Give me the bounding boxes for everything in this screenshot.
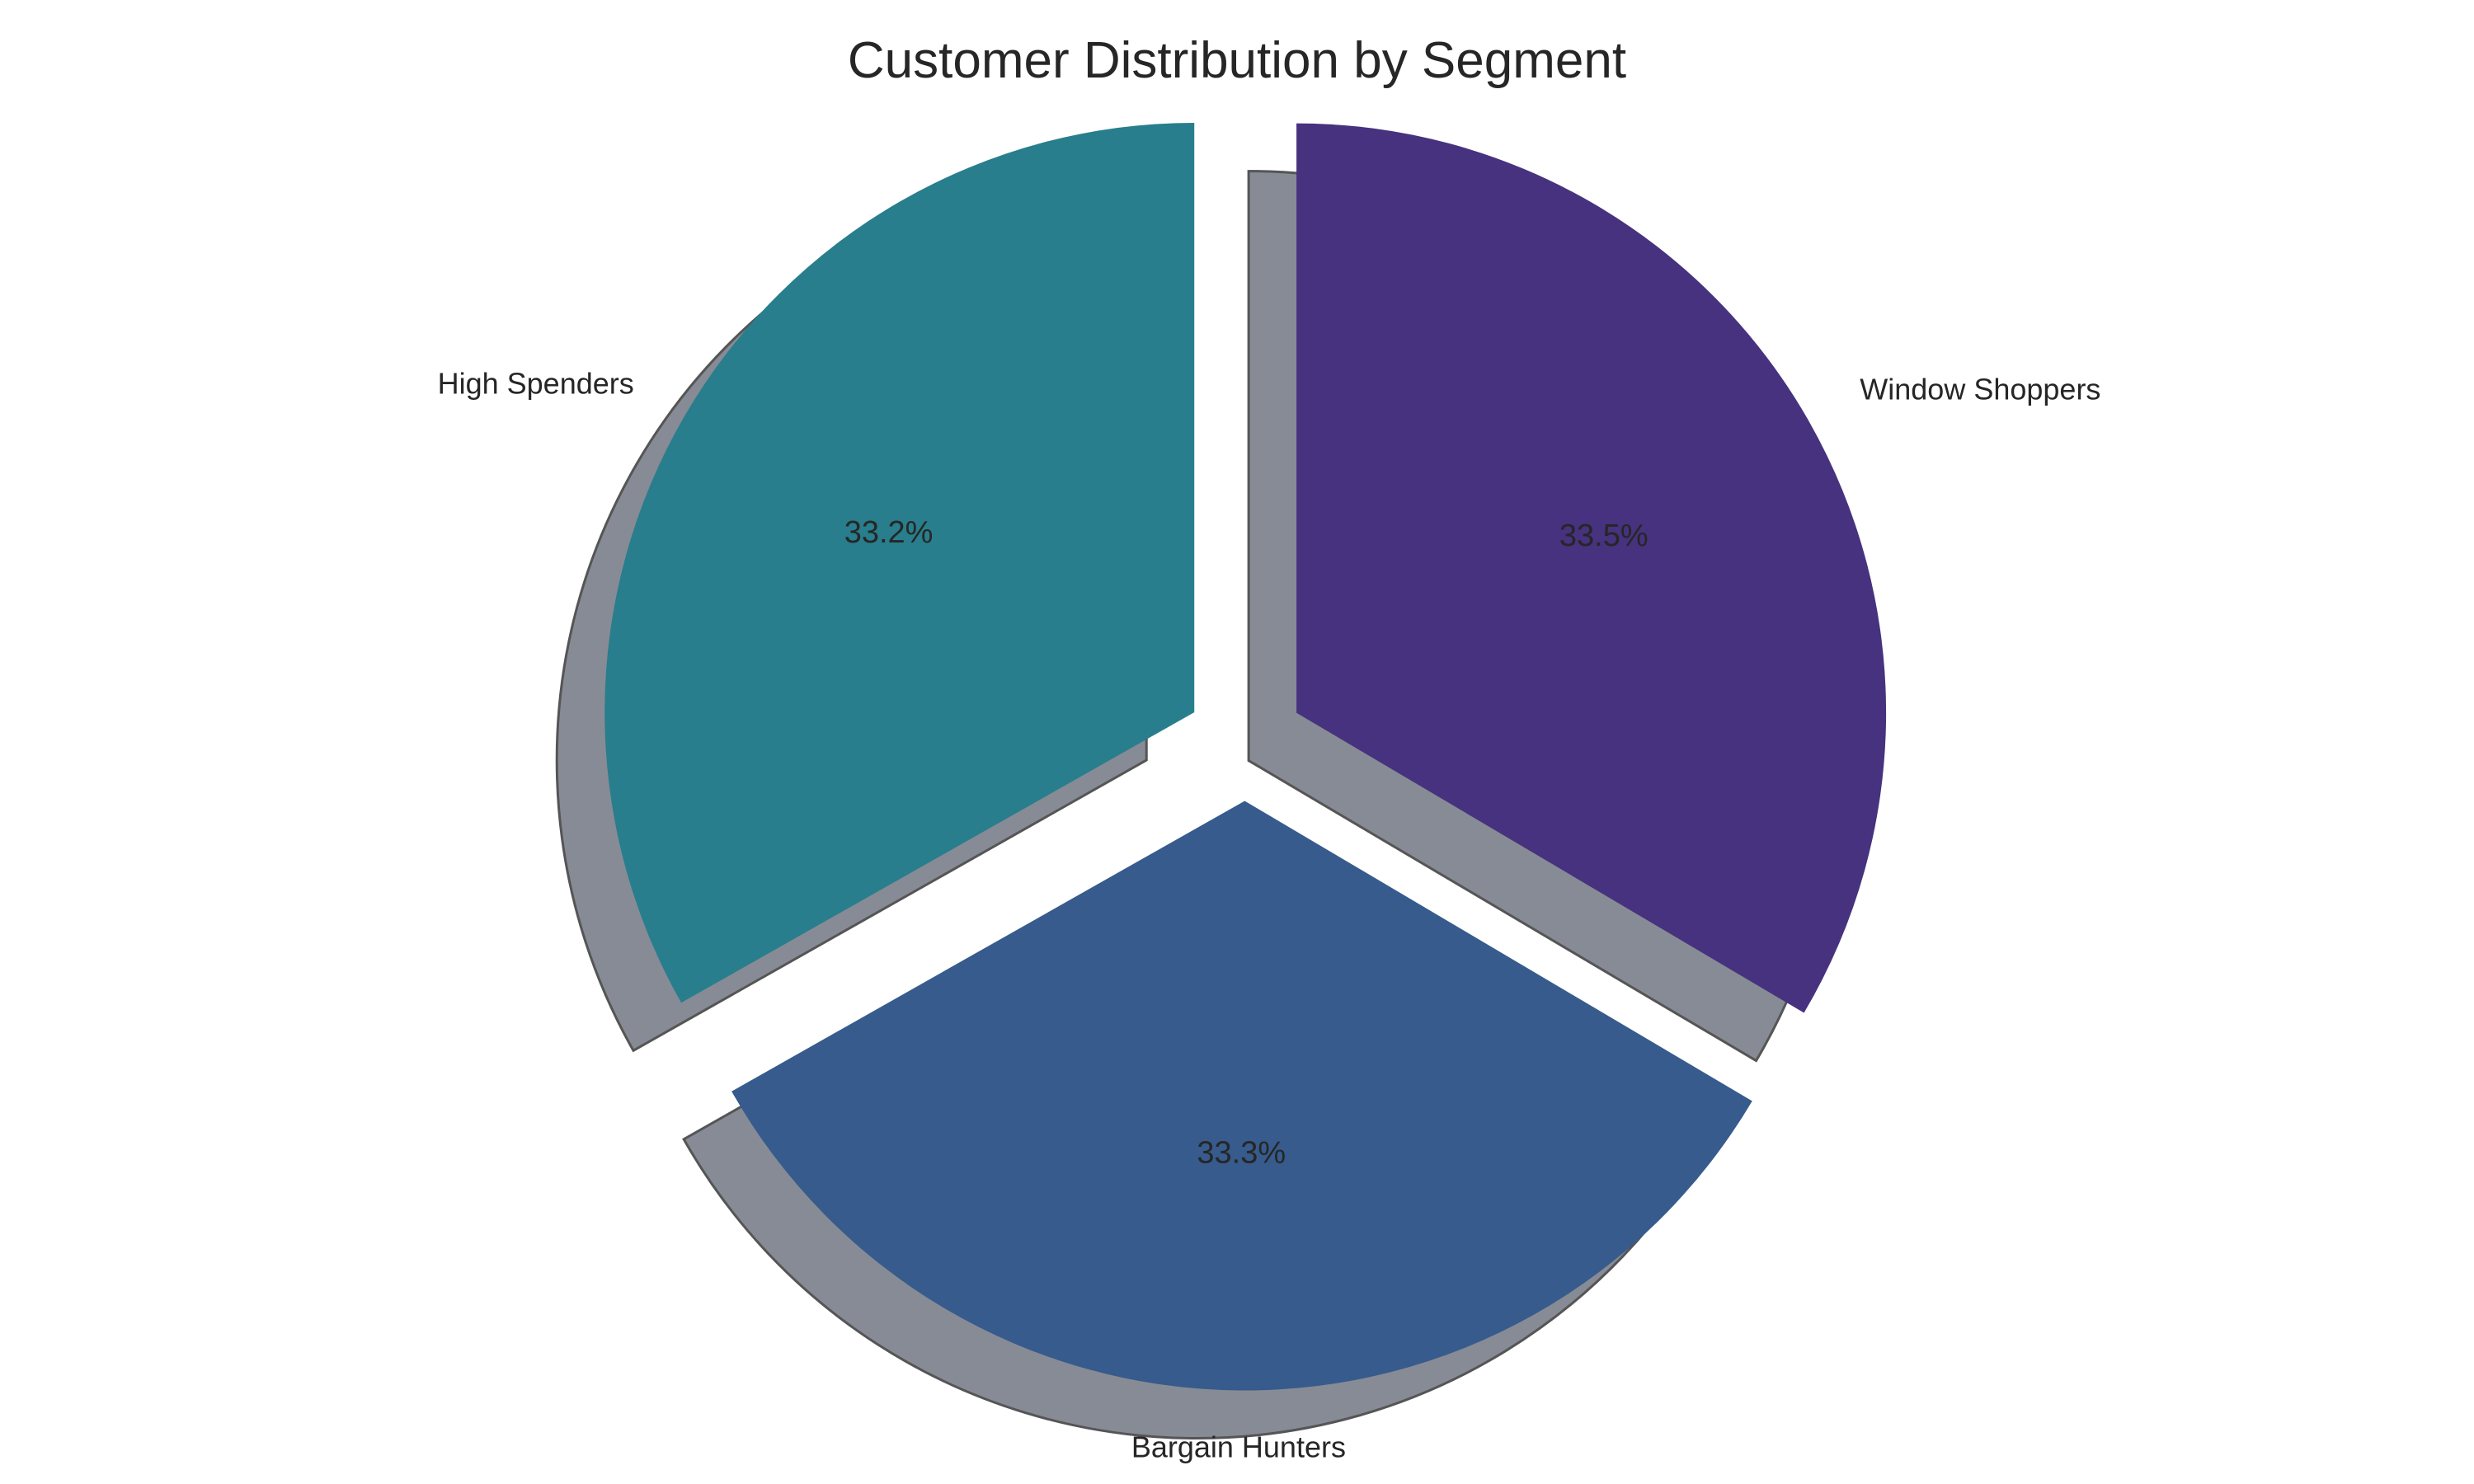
percent-label-window-shoppers: 33.5%: [1559, 519, 1649, 553]
pie-slice-bargain-hunters: [731, 801, 1752, 1391]
slice-layer: [604, 122, 1887, 1391]
percent-label-high-spenders: 33.2%: [844, 515, 934, 550]
slice-label-high-spenders: High Spenders: [438, 366, 634, 400]
slice-label-bargain-hunters: Bargain Hunters: [1131, 1430, 1346, 1463]
pie-slice-window-shoppers: [1296, 123, 1887, 1013]
percent-label-bargain-hunters: 33.3%: [1197, 1136, 1286, 1171]
label-layer: High Spenders 33.2% Bargain Hunters 33.3% Wi…: [438, 366, 2101, 1463]
chart-title: Customer Distribution by Segment: [847, 32, 1627, 89]
slice-label-window-shoppers: Window Shoppers: [1860, 372, 2100, 406]
pie-slice-high-spenders: [604, 122, 1195, 1003]
